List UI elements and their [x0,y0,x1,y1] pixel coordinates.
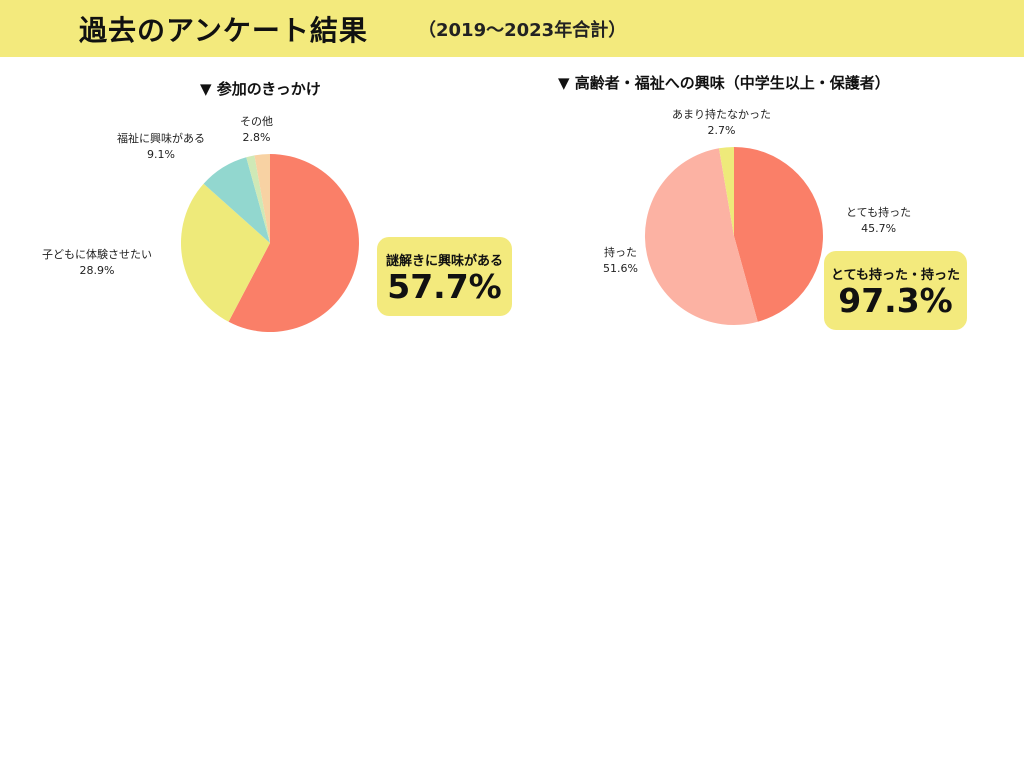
chart1-title: ▼ 参加のきっかけ [200,80,321,98]
chart1-slice-3 [246,155,270,243]
page-title: 過去のアンケート結果 [79,14,368,47]
chart2-label-not-much: あまり持たなかった 2.7% [672,108,771,137]
chart1-label-children: 子どもに体験させたい 28.9% [42,248,152,277]
chart2-slice-1 [644,148,758,326]
chart1-slice-2 [203,157,270,243]
chart2-title: ▼ 高齢者・福祉への興味（中学生以上・保護者） [558,74,890,92]
chart2-slice-2 [718,147,734,236]
page-subtitle: （2019〜2023年合計） [418,20,627,41]
chart1-callout-value: 57.7% [387,267,502,306]
chart1-slice-1 [180,183,270,322]
chart2-label-had: 持った 51.6% [603,246,638,275]
header-banner: 過去のアンケート結果 （2019〜2023年合計） [0,0,1024,57]
chart1-slice-4 [254,154,270,243]
chart1-slice-0 [228,154,359,332]
chart2-slice-0 [734,147,823,322]
chart2-label-very-much: とても持った 45.7% [846,206,912,235]
chart2-pie [644,147,823,326]
chart2-callout-value: 97.3% [838,281,953,320]
chart1-pie [180,154,359,332]
chart1-callout: 謎解きに興味がある 57.7% [377,237,512,316]
chart2-callout: とても持った・持った 97.3% [824,251,967,330]
chart1-label-other: その他 2.8% [240,115,273,144]
chart2-callout-label: とても持った・持った [831,268,960,283]
chart1-callout-label: 謎解きに興味がある [385,254,503,269]
chart1-label-welfare: 福祉に興味がある 9.1% [117,132,205,161]
